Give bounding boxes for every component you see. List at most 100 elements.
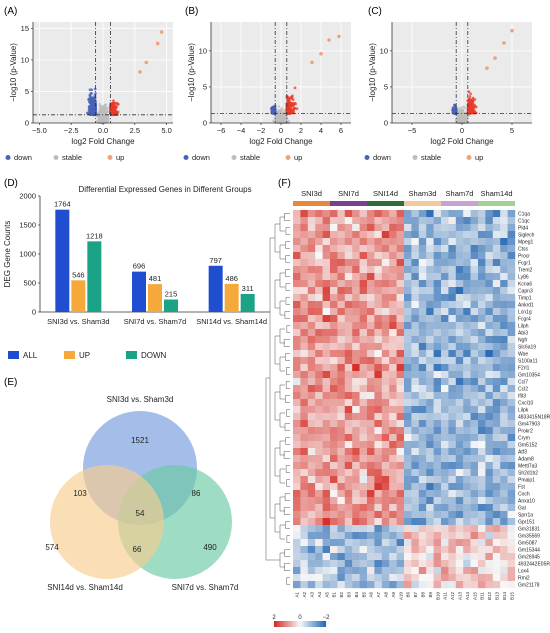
bar-down bbox=[164, 299, 178, 312]
heatmap-cell bbox=[507, 455, 516, 463]
dendrogram-branch bbox=[279, 468, 285, 484]
heatmap-cell bbox=[396, 553, 405, 561]
heatmap-cell bbox=[455, 399, 464, 407]
heatmap-cell bbox=[470, 553, 479, 561]
heatmap-cell bbox=[374, 280, 382, 288]
heatmap-cell bbox=[433, 483, 442, 491]
legend-marker-down bbox=[364, 155, 370, 160]
heatmap-cell bbox=[322, 336, 331, 344]
x-tick-label: SNI7d vs. Sham7d bbox=[124, 317, 187, 326]
heatmap-gene-label: Lilph bbox=[518, 323, 529, 329]
heatmap-cell bbox=[463, 238, 471, 246]
heatmap-cell bbox=[337, 539, 345, 547]
heatmap-cell bbox=[389, 560, 397, 568]
heatmap-cell bbox=[315, 217, 323, 225]
heatmap-cell bbox=[300, 574, 308, 582]
color-scale-step bbox=[304, 621, 307, 627]
heatmap-cell bbox=[315, 357, 323, 365]
heatmap-cell bbox=[426, 546, 434, 554]
heatmap-cell bbox=[367, 252, 375, 260]
heatmap-cell bbox=[315, 266, 323, 274]
heatmap-cell bbox=[330, 553, 338, 561]
heatmap-cell bbox=[359, 539, 368, 547]
heatmap-cell bbox=[330, 497, 338, 505]
heatmap-cell bbox=[359, 553, 368, 561]
heatmap-cell bbox=[500, 525, 508, 533]
heatmap-cell bbox=[322, 231, 331, 239]
heatmap-cell bbox=[322, 427, 331, 435]
heatmap-cell bbox=[389, 336, 397, 344]
heatmap-gene-label: Pld4 bbox=[518, 225, 528, 231]
heatmap-cell bbox=[374, 434, 382, 442]
heatmap-cell bbox=[418, 259, 427, 267]
heatmap-gene-label: Pmaip1 bbox=[518, 477, 535, 483]
heatmap-cell bbox=[337, 441, 345, 449]
heatmap-cell bbox=[352, 511, 360, 519]
heatmap-cell bbox=[426, 441, 434, 449]
heatmap-cell bbox=[426, 385, 434, 393]
point-stable bbox=[282, 109, 286, 112]
heatmap-cell bbox=[470, 511, 479, 519]
legend-label-down: DOWN bbox=[141, 351, 167, 360]
venn-set-label-sni3d: SNI3d vs. Sham3d bbox=[107, 395, 174, 404]
heatmap-cell bbox=[315, 448, 323, 456]
heatmap-cell bbox=[418, 287, 427, 295]
heatmap-cell bbox=[330, 357, 338, 365]
heatmap-cell bbox=[307, 259, 316, 267]
heatmap-cell bbox=[463, 567, 471, 575]
heatmap-cell bbox=[500, 315, 508, 323]
dendrogram-branch bbox=[285, 297, 290, 305]
heatmap-cell bbox=[293, 252, 301, 260]
heatmap-cell bbox=[426, 490, 434, 498]
heatmap-cell bbox=[441, 420, 449, 428]
heatmap-cell bbox=[389, 455, 397, 463]
heatmap-cell bbox=[315, 427, 323, 435]
heatmap-cell bbox=[404, 581, 412, 589]
heatmap-cell bbox=[411, 287, 419, 295]
heatmap-cell bbox=[448, 245, 456, 253]
dendrogram-branch bbox=[279, 412, 285, 428]
heatmap-cell bbox=[463, 511, 471, 519]
heatmap-cell bbox=[404, 357, 412, 365]
point-down bbox=[88, 88, 92, 92]
heatmap-cell bbox=[352, 287, 360, 295]
heatmap-cell bbox=[359, 371, 368, 379]
heatmap-cell bbox=[507, 224, 516, 232]
heatmap-cell bbox=[389, 511, 397, 519]
heatmap-cell bbox=[322, 469, 331, 477]
heatmap-cell bbox=[330, 301, 338, 309]
heatmap-cell bbox=[359, 560, 368, 568]
heatmap-cell bbox=[367, 518, 375, 526]
heatmap-cell bbox=[307, 413, 316, 421]
y-tick-label: 5 bbox=[203, 82, 207, 91]
heatmap-cell bbox=[374, 273, 382, 281]
heatmap-cell bbox=[389, 448, 397, 456]
heatmap-cell bbox=[300, 497, 308, 505]
heatmap-cell bbox=[359, 378, 368, 386]
dendrogram-branch bbox=[286, 577, 290, 585]
heatmap-gene-label: Ly86 bbox=[518, 274, 529, 280]
heatmap-gene-label: Fcgr1 bbox=[518, 260, 531, 266]
bar-all bbox=[208, 265, 223, 312]
heatmap-cell bbox=[381, 266, 390, 274]
heatmap-cell bbox=[478, 476, 486, 484]
heatmap-cell bbox=[500, 294, 508, 302]
heatmap-cell bbox=[293, 301, 301, 309]
heatmap-cell bbox=[470, 210, 479, 218]
heatmap-cell bbox=[478, 406, 486, 414]
point-up bbox=[112, 99, 115, 103]
heatmap-cell bbox=[389, 420, 397, 428]
heatmap-cell bbox=[448, 308, 456, 316]
heatmap-cell bbox=[359, 392, 368, 400]
heatmap-gene-label: Gm35569 bbox=[518, 533, 540, 539]
point-up bbox=[470, 106, 474, 110]
heatmap-cell bbox=[463, 378, 471, 386]
point-stable bbox=[104, 120, 108, 123]
heatmap-cell bbox=[322, 343, 331, 351]
heatmap-cell bbox=[352, 343, 360, 351]
heatmap-cell bbox=[337, 329, 345, 337]
heatmap-cell bbox=[307, 490, 316, 498]
heatmap-cell bbox=[352, 315, 360, 323]
heatmap-cell bbox=[300, 399, 308, 407]
heatmap-cell bbox=[448, 476, 456, 484]
